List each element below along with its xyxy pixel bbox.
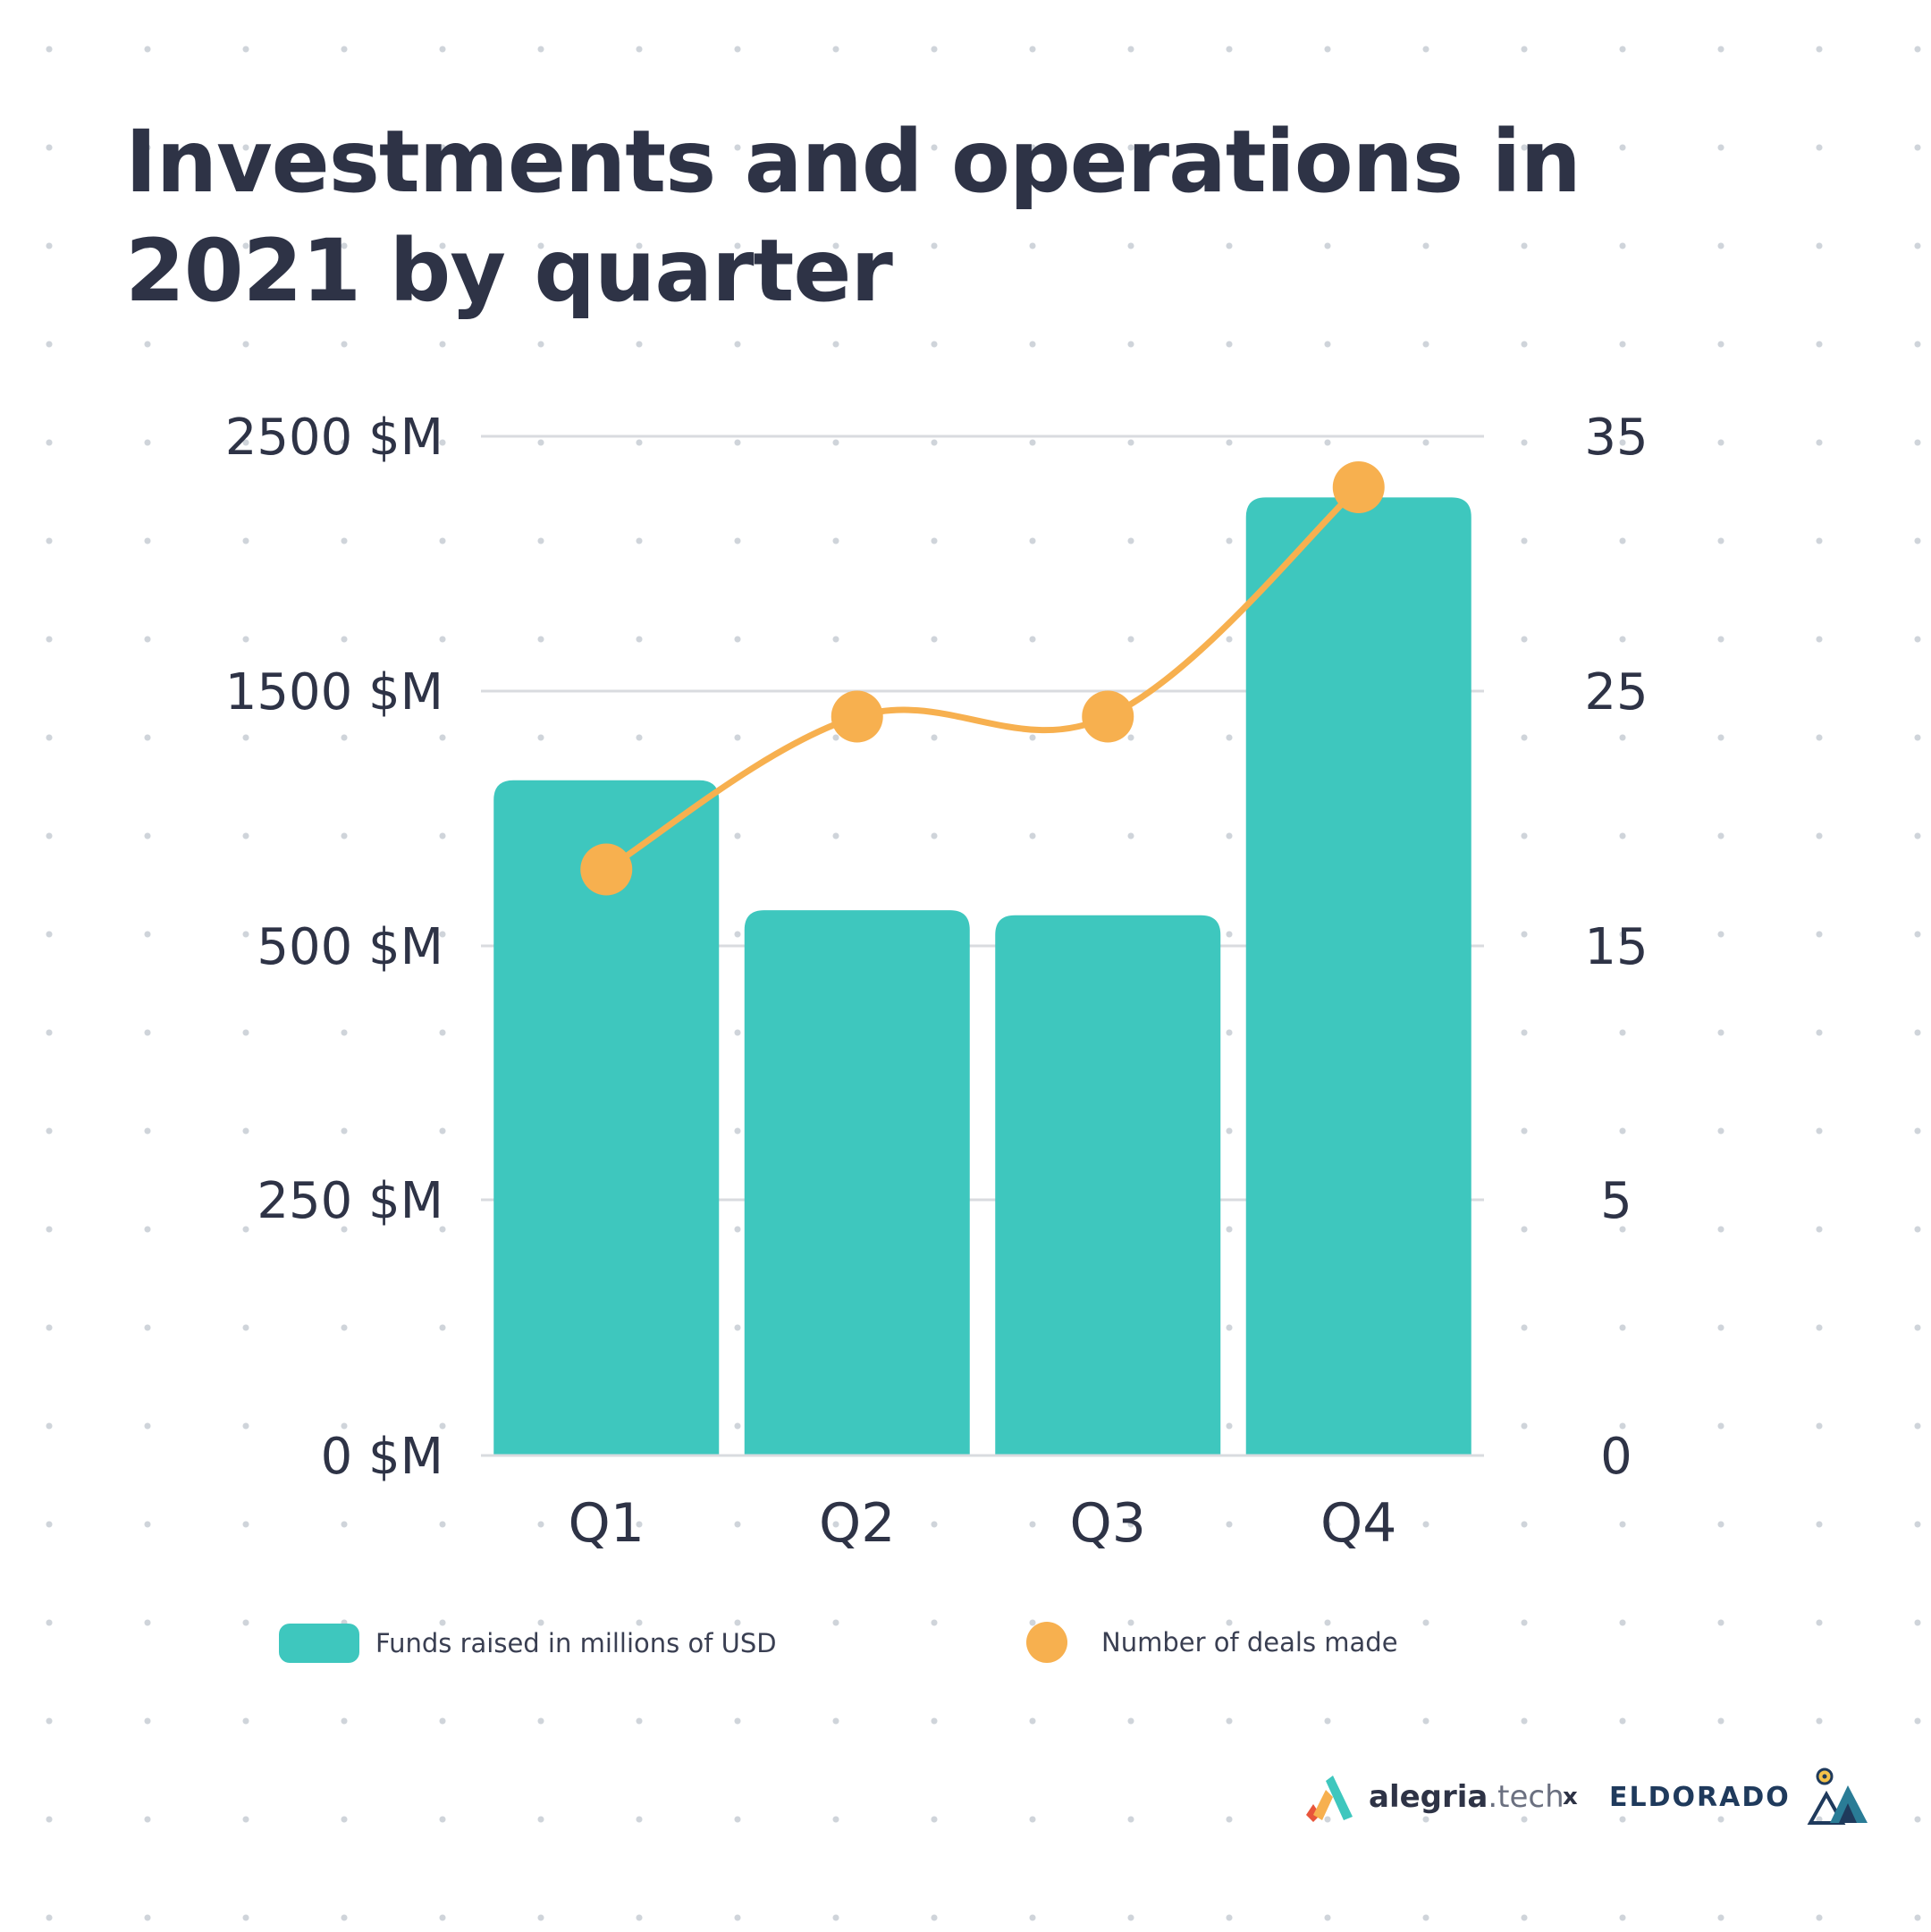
legend-item-deals: Number of deals made [1026,1622,1398,1663]
left-axis: 0 $M 250 $M 500 $M 1500 $M 2500 $M [225,409,443,1486]
alegria-mark-icon [1306,1776,1353,1822]
chart-title: Investments and operations in 2021 by qu… [125,112,1581,321]
right-tick-label: 15 [1584,918,1648,976]
bar-q4 [1245,497,1471,1455]
left-tick-label: 500 $M [257,918,443,976]
legend-label-funds: Funds raised in millions of USD [375,1628,777,1658]
left-tick-label: 250 $M [257,1172,443,1230]
x-tick-label: Q2 [819,1492,895,1555]
x-tick-label: Q3 [1070,1492,1146,1555]
left-tick-label: 1500 $M [225,663,443,721]
left-tick-label: 0 $M [321,1428,443,1486]
alegria-wordmark: alegria [1369,1779,1488,1815]
eldorado-logo: ELDORADO [1609,1766,1871,1828]
bar-series [493,497,1471,1455]
right-tick-label: 25 [1584,663,1648,721]
right-tick-label: 0 [1600,1428,1632,1486]
deals-line [603,484,1362,873]
deals-point-q2 [831,690,883,743]
right-axis: 0 5 15 25 35 [1584,409,1648,1486]
legend-swatch-dot [1026,1622,1067,1663]
x-axis: Q1 Q2 Q3 Q4 [569,1492,1397,1555]
x-tick-label: Q4 [1320,1492,1396,1555]
left-tick-label: 2500 $M [225,409,443,467]
legend-swatch-bar [279,1624,359,1663]
line-series [580,461,1385,896]
right-tick-label: 5 [1600,1172,1632,1230]
x-tick-label: Q1 [569,1492,645,1555]
eldorado-wordmark: ELDORADO [1609,1781,1791,1813]
eldorado-mountain-icon [1807,1767,1868,1825]
alegria-suffix: .tech [1488,1779,1564,1815]
legend-label-deals: Number of deals made [1101,1627,1398,1658]
legend-item-funds: Funds raised in millions of USD [279,1624,777,1663]
deals-point-q3 [1082,690,1134,743]
bar-q1 [493,780,720,1455]
deals-point-q1 [580,843,633,896]
right-tick-label: 35 [1584,409,1648,467]
bar-q3 [995,915,1221,1455]
bar-q2 [744,910,970,1455]
brand-separator: x [1563,1766,1578,1828]
deals-point-q4 [1332,461,1385,513]
alegria-logo: alegria.tech [1301,1766,1564,1828]
separator-x: x [1563,1784,1578,1810]
